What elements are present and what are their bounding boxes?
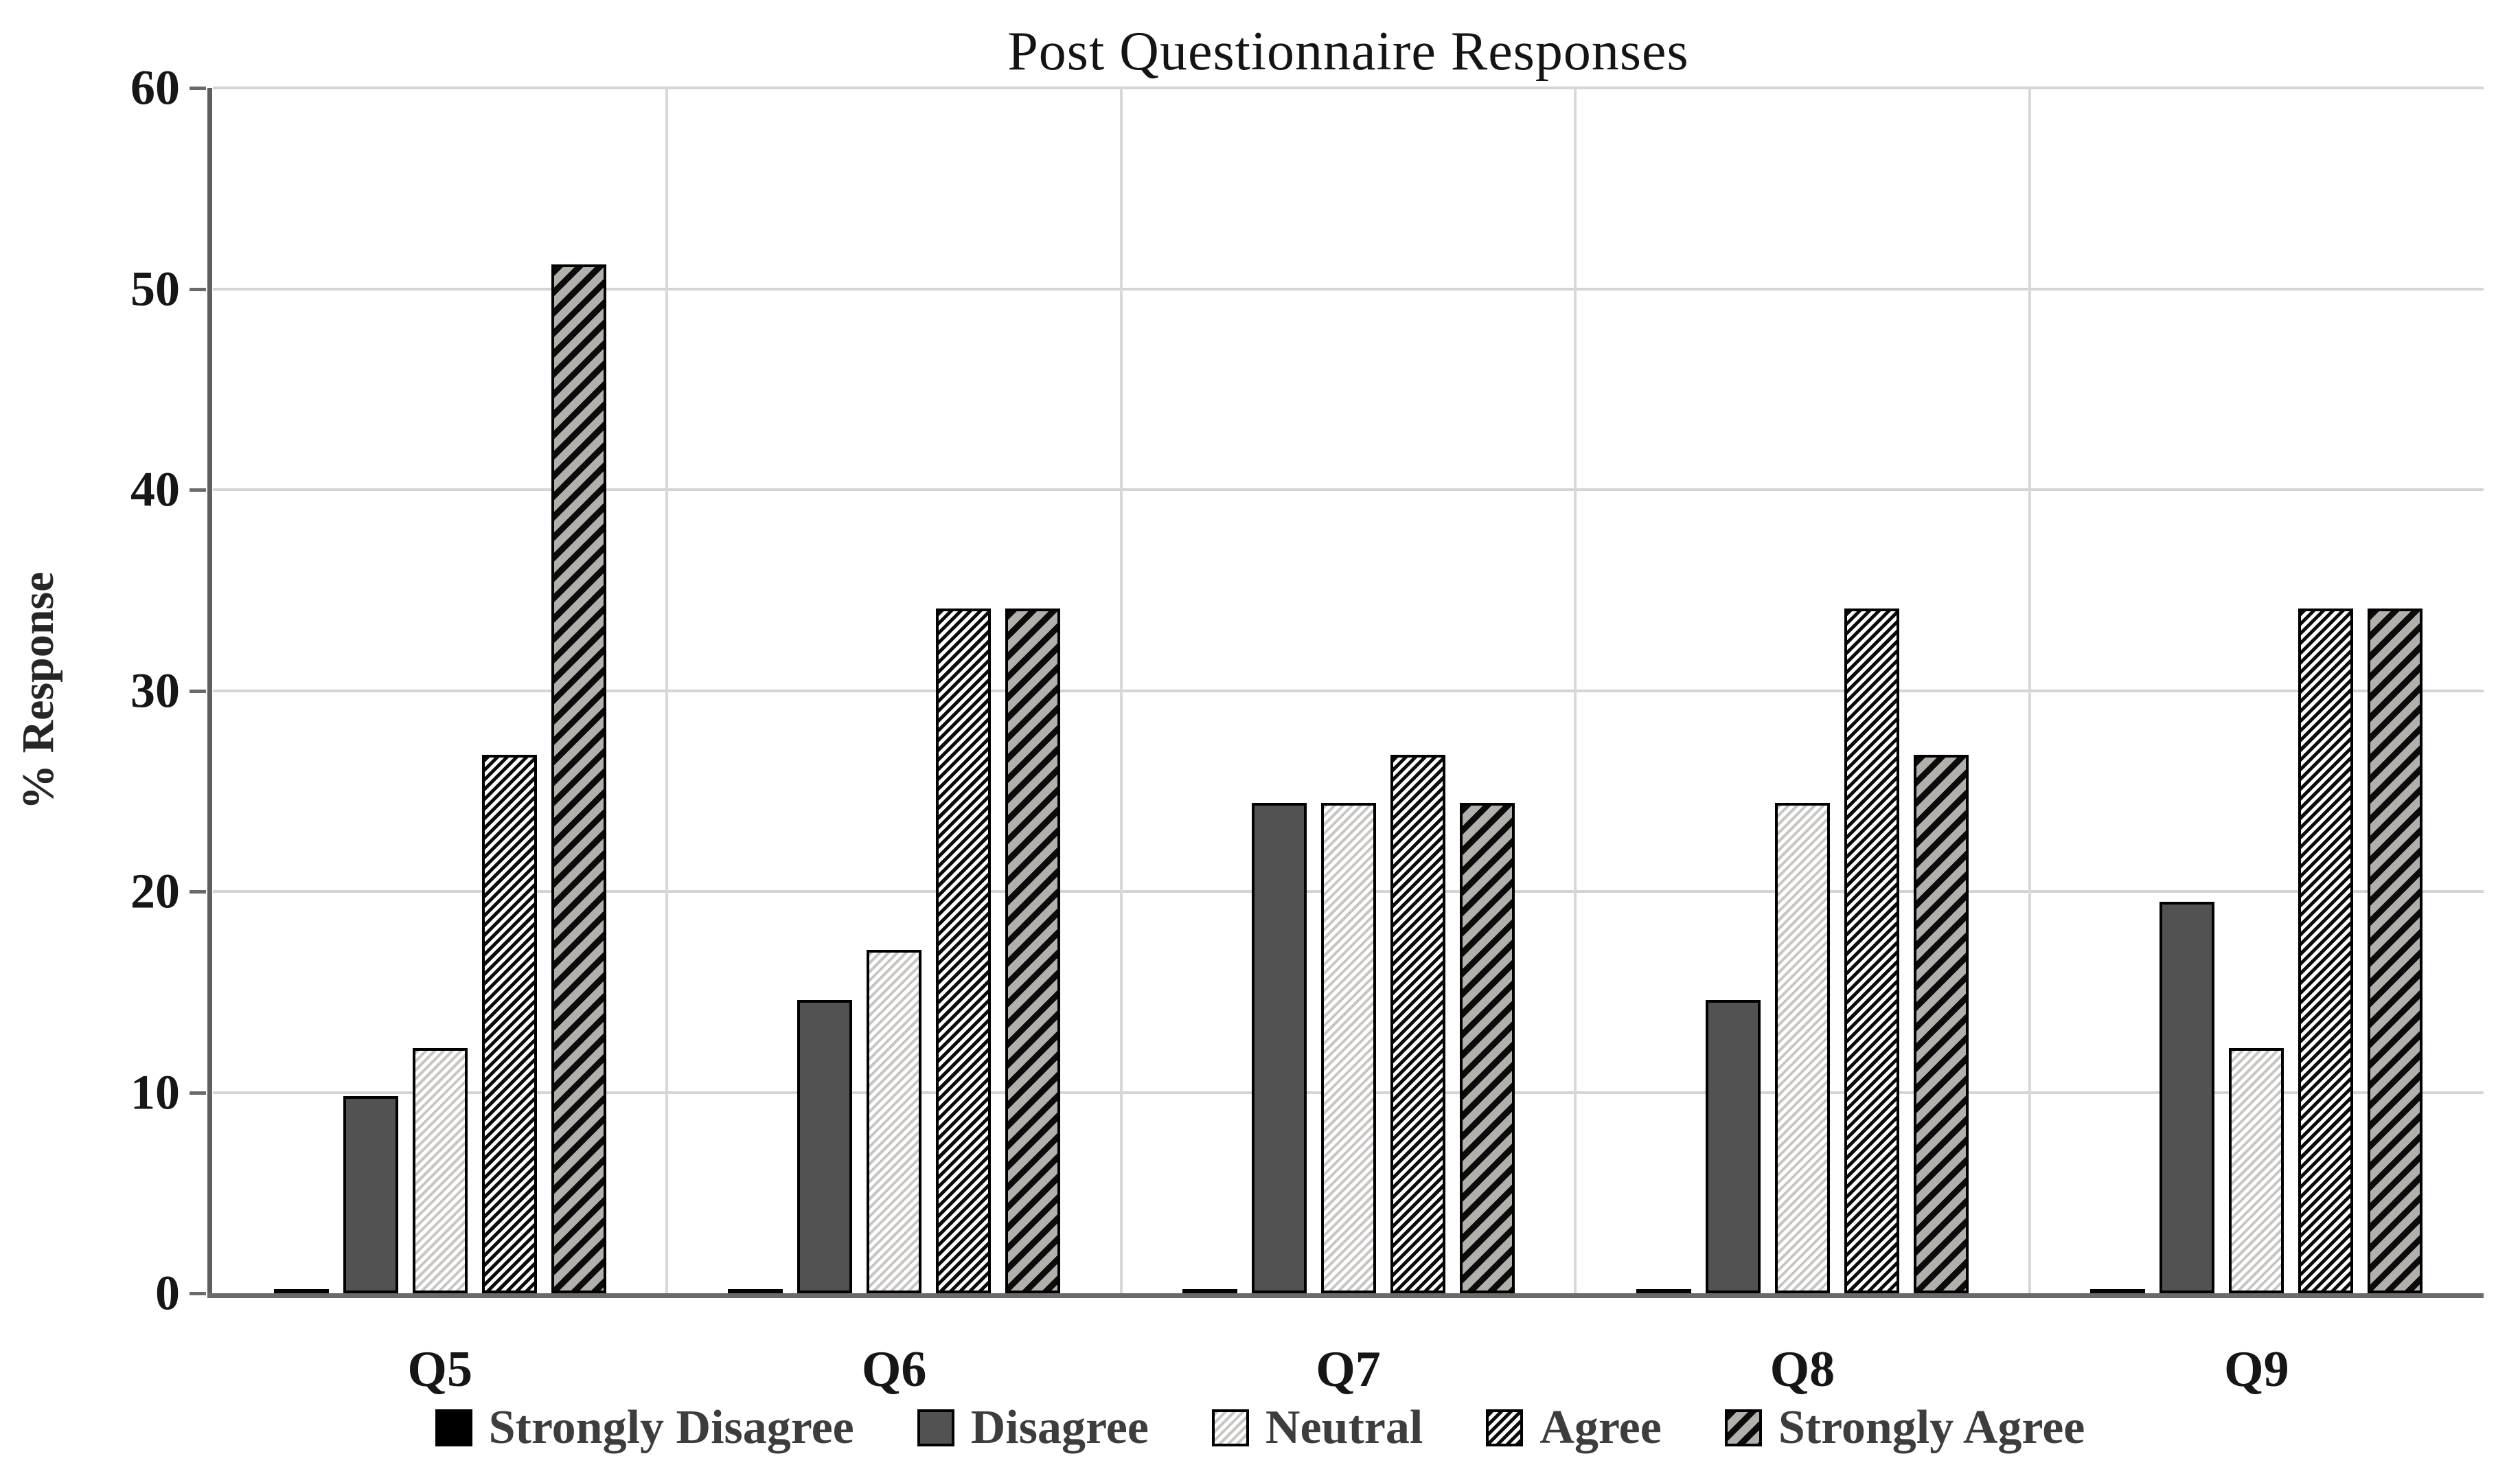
legend-item-strongly-disagree: Strongly Disagree xyxy=(435,1400,854,1455)
bar-q6-strongly-agree xyxy=(1005,608,1061,1293)
plot-area xyxy=(213,87,2484,1295)
x-tick-label-q6: Q6 xyxy=(861,1341,927,1398)
bar-q8-agree xyxy=(1844,608,1899,1293)
y-tick-label-20: 20 xyxy=(130,863,180,919)
x-tick-label-q9: Q9 xyxy=(2224,1341,2289,1398)
bar-q7-strongly-agree xyxy=(1459,803,1515,1293)
bar-q6-agree xyxy=(936,608,992,1293)
gridline-y-50 xyxy=(213,287,2484,291)
bar-q8-disagree xyxy=(1705,999,1761,1293)
legend-label-disagree: Disagree xyxy=(970,1401,1149,1454)
bar-q5-strongly-agree xyxy=(551,264,606,1293)
legend-swatch-neutral-icon xyxy=(1211,1409,1249,1446)
gridline-y-40 xyxy=(213,488,2484,491)
bar-q7-disagree xyxy=(1251,803,1307,1293)
bar-q7-agree xyxy=(1390,755,1445,1293)
y-axis-line xyxy=(207,88,212,1298)
gridline-y-30 xyxy=(213,689,2484,692)
bar-q5-disagree xyxy=(343,1096,398,1293)
y-tick-mark-20 xyxy=(190,890,206,894)
legend-item-strongly-agree: Strongly Agree xyxy=(1724,1400,2085,1455)
chart-legend: Strongly Disagree Disagree Neutral Agree Str… xyxy=(103,1398,2417,1457)
y-axis-tick-area: 0 10 20 30 40 50 60 xyxy=(0,60,207,1321)
bar-q8-neutral xyxy=(1774,803,1830,1293)
y-tick-mark-50 xyxy=(190,287,206,291)
legend-label-agree: Agree xyxy=(1539,1401,1662,1454)
gridline-x-boundary-2 xyxy=(1119,88,1123,1293)
y-tick-label-30: 30 xyxy=(130,663,180,718)
bar-q5-neutral xyxy=(412,1048,468,1293)
legend-item-neutral: Neutral xyxy=(1211,1400,1423,1455)
gridline-x-boundary-1 xyxy=(665,88,669,1293)
legend-swatch-agree-icon xyxy=(1486,1409,1524,1446)
gridline-y-60 xyxy=(213,87,2484,89)
gridline-x-boundary-4 xyxy=(2028,88,2031,1293)
x-axis-line xyxy=(207,1293,2484,1298)
y-tick-mark-40 xyxy=(190,488,206,492)
y-tick-label-40: 40 xyxy=(130,462,180,517)
x-tick-label-q7: Q7 xyxy=(1316,1341,1381,1398)
x-tick-label-q8: Q8 xyxy=(1769,1341,1835,1398)
y-tick-label-50: 50 xyxy=(130,261,180,316)
chart-title: Post Questionnaire Responses xyxy=(1007,21,1689,82)
y-tick-mark-30 xyxy=(190,689,206,693)
legend-swatch-strongly-disagree-icon xyxy=(435,1409,472,1446)
bar-q6-disagree xyxy=(797,999,853,1293)
legend-item-agree: Agree xyxy=(1486,1400,1662,1455)
legend-swatch-disagree-icon xyxy=(917,1409,954,1446)
legend-label-strongly-agree: Strongly Agree xyxy=(1778,1401,2085,1454)
legend-label-neutral: Neutral xyxy=(1265,1401,1423,1454)
y-tick-mark-60 xyxy=(190,87,206,90)
bar-q7-neutral xyxy=(1320,803,1376,1293)
y-tick-mark-0 xyxy=(190,1292,206,1295)
x-tick-label-q5: Q5 xyxy=(407,1341,472,1398)
y-tick-mark-10 xyxy=(190,1091,206,1095)
legend-swatch-strongly-agree-icon xyxy=(1724,1409,1762,1446)
bar-q9-neutral xyxy=(2229,1048,2284,1293)
bar-q8-strongly-agree xyxy=(1913,755,1969,1293)
legend-label-strongly-disagree: Strongly Disagree xyxy=(488,1401,854,1454)
y-tick-label-10: 10 xyxy=(130,1065,180,1119)
bar-q9-strongly-agree xyxy=(2368,608,2423,1293)
x-axis-tick-labels: Q5 Q6 Q7 Q8 Q9 xyxy=(213,1341,2484,1409)
y-tick-label-0: 0 xyxy=(155,1265,180,1321)
legend-item-disagree: Disagree xyxy=(917,1400,1149,1455)
bar-q5-agree xyxy=(481,755,537,1293)
gridline-x-boundary-3 xyxy=(1574,88,1577,1293)
bar-q6-neutral xyxy=(867,949,922,1293)
bar-q9-agree xyxy=(2298,608,2354,1293)
y-tick-label-60: 60 xyxy=(130,60,180,115)
bar-q9-disagree xyxy=(2160,901,2215,1293)
